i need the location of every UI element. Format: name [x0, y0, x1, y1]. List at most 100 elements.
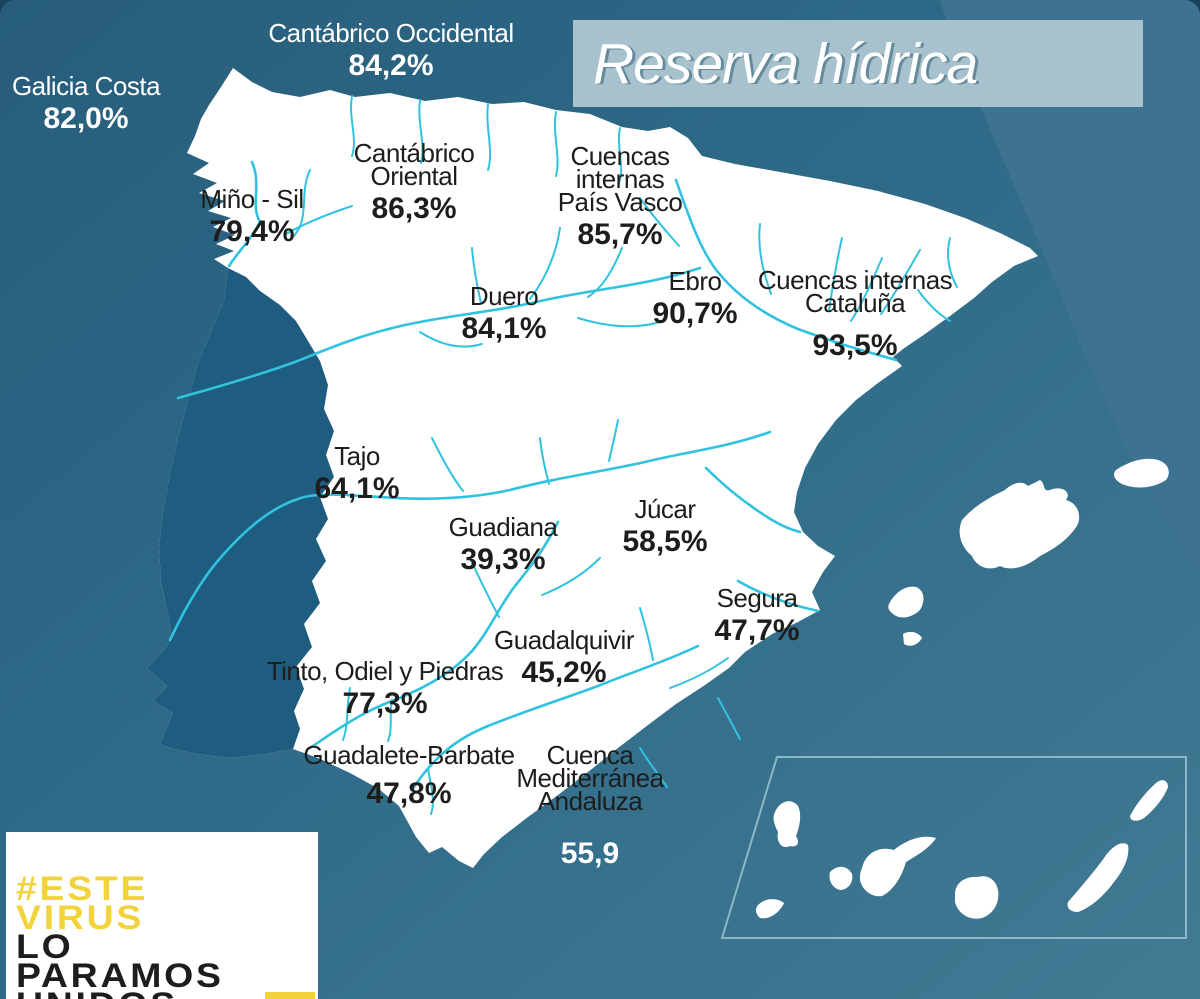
canary-inset — [720, 756, 1187, 939]
basin-name: Guadalquivir — [494, 625, 634, 655]
island-mallorca — [959, 480, 1080, 569]
river-line — [758, 223, 772, 295]
river-lines — [168, 160, 898, 792]
basin-value: 55,9 — [560, 837, 620, 870]
basin-label-guadalete-barbate: Guadalete-Barbate 47,8% — [303, 740, 515, 810]
island-tenerife — [860, 836, 936, 897]
river-line — [608, 419, 619, 462]
river-tributaries — [285, 95, 958, 815]
river-line — [587, 247, 623, 298]
balearic-islands — [888, 458, 1169, 646]
basin-name: Júcar — [634, 494, 696, 524]
basin-label-tinto-odiel-piedras: Tinto, Odiel y Piedras 77,3% — [266, 656, 504, 719]
island-formentera — [903, 631, 922, 646]
basin-name: Guadiana — [448, 512, 558, 542]
river-line — [342, 687, 351, 741]
basin-name: Ebro — [668, 266, 722, 296]
page-title: Reserva hídrica — [593, 31, 978, 96]
river-line — [947, 237, 958, 288]
basin-value: 47,7% — [714, 614, 800, 647]
basin-label-ebro: Ebro 90,7% — [652, 266, 738, 330]
river-mino — [227, 160, 262, 268]
island-la-palma — [773, 801, 801, 848]
river-line — [431, 437, 464, 492]
river-line — [350, 95, 355, 157]
title-banner: Reserva hídrica — [573, 20, 1143, 107]
river-line — [486, 103, 492, 171]
basin-name: Guadalete-Barbate — [303, 740, 515, 770]
yellow-accent-strip — [265, 992, 315, 999]
basin-value: 58,5% — [622, 525, 708, 558]
island-lanzarote — [1130, 780, 1168, 821]
island-la-gomera — [829, 866, 853, 890]
portugal-shape — [147, 268, 334, 758]
basin-name: Cuencas internas País Vasco — [557, 141, 683, 217]
basin-label-jucar: Júcar 58,5% — [622, 494, 708, 558]
island-ibiza — [888, 586, 924, 618]
basin-label-pais-vasco: Cuencas internas País Vasco 85,7% — [557, 141, 683, 251]
basin-value: 90,7% — [652, 297, 738, 330]
river-duero — [176, 266, 702, 400]
river-jucar — [704, 466, 802, 534]
river-line — [717, 697, 741, 740]
basin-label-guadalquivir: Guadalquivir 45,2% — [494, 625, 634, 689]
river-line — [618, 127, 623, 184]
basin-label-cantabrico-oriental: Cantábrico Oriental 86,3% — [353, 138, 475, 225]
basin-value: 86,3% — [371, 192, 457, 225]
river-line — [285, 205, 353, 235]
basin-label-mino-sil: Miño - Sil 79,4% — [200, 184, 304, 247]
island-fuerteventura — [1067, 843, 1129, 912]
basin-name: Miño - Sil — [200, 184, 304, 214]
river-line — [639, 747, 668, 788]
river-line — [639, 197, 680, 247]
river-tajo — [168, 430, 772, 642]
basin-value: 47,8% — [366, 777, 452, 810]
campaign-hashtag: #ESTE VIRUS — [16, 870, 149, 937]
river-guadalquivir — [410, 644, 700, 792]
basin-label-tajo: Tajo 64,1% — [314, 441, 400, 505]
basin-value: 45,2% — [521, 656, 607, 689]
river-line — [529, 227, 561, 300]
canary-inset-frame — [720, 756, 1187, 939]
river-line — [539, 437, 550, 485]
spain-shape — [147, 68, 1038, 868]
basin-label-guadiana: Guadiana 39,3% — [448, 512, 558, 576]
basin-name: Tinto, Odiel y Piedras — [266, 656, 504, 686]
basin-label-duero: Duero 84,1% — [461, 281, 547, 345]
basin-value: 84,1% — [461, 312, 547, 345]
basin-label-cantabrico-occidental: Cantábrico Occidental 84,2% — [268, 20, 514, 82]
basin-value: 39,3% — [460, 543, 546, 576]
river-ebro — [674, 178, 898, 362]
iberia-peninsula — [147, 68, 1038, 868]
island-menorca — [1114, 458, 1169, 488]
basin-value: 64,1% — [314, 472, 400, 505]
basin-value: 93,5% — [812, 329, 898, 362]
river-line — [427, 767, 434, 815]
basin-value: 85,7% — [577, 218, 663, 251]
river-line — [469, 557, 500, 618]
basin-name: Cantábrico Oriental — [353, 138, 475, 191]
island-gran-canaria — [955, 876, 999, 919]
river-line — [669, 657, 729, 689]
basin-value: 84,2% — [348, 49, 434, 82]
basin-name: Tajo — [334, 441, 380, 471]
basin-value: 82,0% — [43, 102, 129, 135]
basin-name: Duero — [469, 281, 539, 311]
river-guadiana — [308, 520, 560, 750]
river-line — [289, 169, 311, 241]
basin-label-cataluna: Cuencas internas Cataluña 93,5% — [757, 265, 953, 362]
basin-name: Cuenca Mediterránea Andaluza — [516, 740, 664, 816]
campaign-text: #ESTE VIRUS LO PARAMOS UNIDOS — [16, 846, 348, 999]
france-shape — [940, 0, 1200, 580]
river-line — [387, 699, 393, 742]
river-line — [471, 247, 482, 304]
basin-name: Cuencas internas Cataluña — [757, 265, 953, 318]
river-line — [541, 557, 601, 596]
river-line — [418, 99, 424, 164]
river-line — [850, 257, 883, 322]
river-segura — [736, 579, 820, 613]
basin-name: Galicia Costa — [11, 71, 161, 101]
river-line — [828, 237, 843, 312]
river-line — [419, 331, 483, 348]
campaign-slogan: LO PARAMOS UNIDOS — [16, 928, 224, 999]
